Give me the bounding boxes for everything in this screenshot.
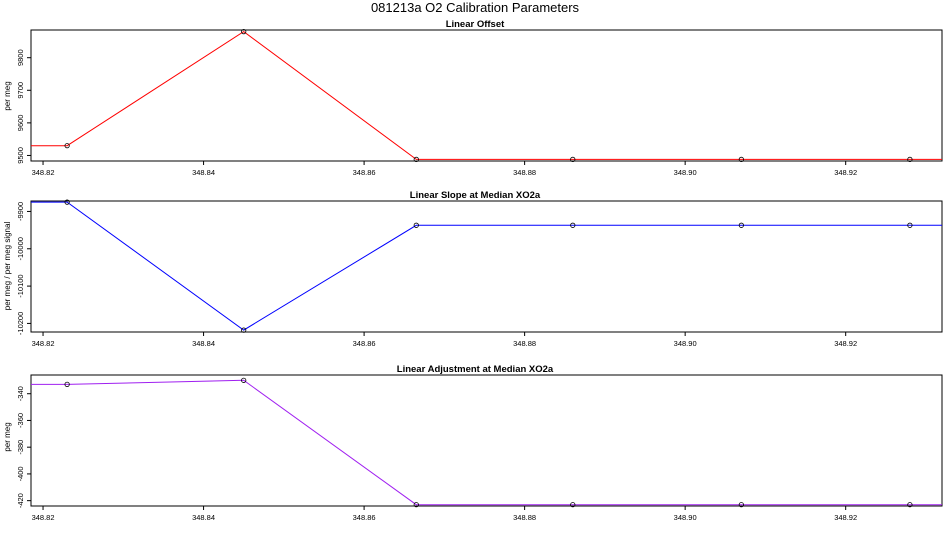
- y-tick-label: 9800: [16, 49, 25, 66]
- data-point: [738, 222, 744, 228]
- plot-frame: [30, 29, 943, 162]
- data-point: [64, 381, 70, 387]
- y-tick-label: -10100: [16, 274, 25, 297]
- y-tick-label: -400: [16, 466, 25, 481]
- panel-title: Linear Slope at Median XO2a: [410, 190, 541, 201]
- data-point: [241, 327, 247, 333]
- x-tick-label: 348.84: [192, 513, 215, 522]
- x-tick-label: 348.86: [353, 513, 376, 522]
- y-tick-label: -420: [16, 493, 25, 508]
- axes: 348.82 348.84 348.86 348.88 348.90 348.92 -102…: [16, 202, 857, 348]
- x-tick-label: 348.86: [353, 168, 376, 177]
- x-tick-label: 348.88: [513, 513, 536, 522]
- data-point: [413, 502, 419, 508]
- x-tick-label: 348.84: [192, 339, 215, 348]
- x-tick-label: 348.92: [834, 513, 857, 522]
- data-point: [413, 156, 419, 162]
- data-point: [413, 222, 419, 228]
- data-point: [241, 377, 247, 383]
- x-tick-label: 348.82: [32, 168, 55, 177]
- plot-frame: [30, 374, 943, 507]
- x-tick-label: 348.86: [353, 339, 376, 348]
- data-point: [570, 156, 576, 162]
- data-point: [64, 199, 70, 205]
- x-tick-label: 348.90: [674, 168, 697, 177]
- y-tick-label: -360: [16, 413, 25, 428]
- plot-frame: [30, 200, 943, 333]
- axes: 348.82 348.84 348.86 348.88 348.90 348.92 -420…: [16, 386, 857, 522]
- data-point: [907, 222, 913, 228]
- data-point: [907, 502, 913, 508]
- data-point: [738, 156, 744, 162]
- panel-linear-slope: Linear Slope at Median XO2a per meg / pe…: [3, 190, 943, 348]
- series-line: [31, 201, 942, 331]
- data-point: [738, 502, 744, 508]
- x-tick-label: 348.92: [834, 168, 857, 177]
- figure-title: 081213a O2 Calibration Parameters: [371, 0, 580, 15]
- data-series: [31, 377, 942, 508]
- y-tick-label: 9600: [16, 115, 25, 132]
- y-axis-label: per meg: [3, 422, 12, 451]
- series-line: [31, 30, 942, 160]
- data-point: [64, 143, 70, 149]
- x-tick-label: 348.88: [513, 339, 536, 348]
- panel-title: Linear Offset: [446, 19, 505, 30]
- panel-title: Linear Adjustment at Median XO2a: [397, 364, 554, 375]
- data-series: [31, 199, 942, 333]
- y-axis-label: per meg: [3, 81, 12, 110]
- data-series: [31, 29, 942, 162]
- x-tick-label: 348.90: [674, 513, 697, 522]
- x-tick-label: 348.88: [513, 168, 536, 177]
- data-point: [570, 222, 576, 228]
- x-tick-label: 348.84: [192, 168, 215, 177]
- x-tick-label: 348.82: [32, 339, 55, 348]
- y-axis-label: per meg / per meg signal: [3, 222, 12, 311]
- axes: 348.82 348.84 348.86 348.88 348.90 348.92 9500…: [16, 49, 857, 177]
- panel-linear-adjustment: Linear Adjustment at Median XO2a per meg…: [3, 364, 943, 522]
- y-tick-label: 9700: [16, 82, 25, 99]
- y-tick-label: -340: [16, 386, 25, 401]
- data-point: [570, 502, 576, 508]
- y-tick-label: -10000: [16, 237, 25, 260]
- y-tick-label: -9900: [16, 202, 25, 221]
- data-point: [241, 29, 247, 35]
- y-tick-label: -380: [16, 440, 25, 455]
- series-line: [31, 379, 942, 506]
- y-tick-label: 9500: [16, 147, 25, 164]
- data-point: [907, 156, 913, 162]
- x-tick-label: 348.90: [674, 339, 697, 348]
- y-tick-label: -10200: [16, 312, 25, 335]
- x-tick-label: 348.92: [834, 339, 857, 348]
- panel-linear-offset: Linear Offset per meg 348.82 348.84 348.86…: [3, 19, 943, 177]
- x-tick-label: 348.82: [32, 513, 55, 522]
